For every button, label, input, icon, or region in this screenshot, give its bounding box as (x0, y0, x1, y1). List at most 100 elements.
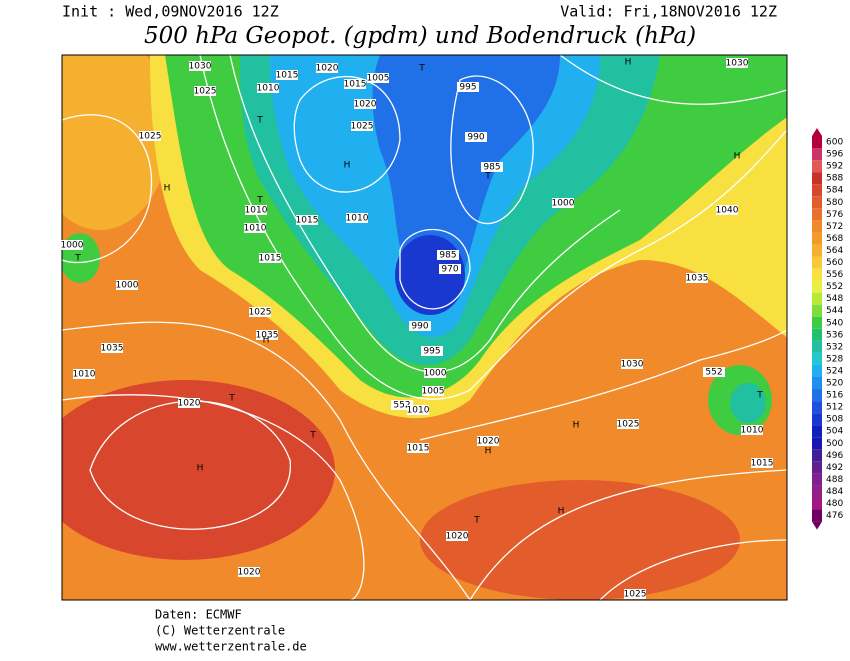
colorbar-label: 600 (826, 138, 843, 148)
pressure-center: T (309, 431, 316, 441)
colorbar-segment (812, 485, 822, 498)
label-box (624, 589, 646, 599)
label-box (367, 73, 389, 83)
isobar-label: 1015 (259, 254, 282, 264)
label-box (244, 223, 266, 233)
colorbar-label: 480 (826, 499, 843, 509)
colorbar-label: 580 (826, 198, 843, 208)
label-box (621, 359, 643, 369)
colorbar-segment (812, 172, 822, 185)
isobar-label: 1000 (116, 281, 139, 291)
label-box (354, 99, 376, 109)
isobar-label: 1015 (344, 80, 367, 90)
colorbar-segment (812, 232, 822, 245)
init-time: Init : Wed,09NOV2016 12Z (62, 3, 279, 21)
label-box (249, 307, 271, 317)
colorbar-segment (812, 268, 822, 281)
colorbar-label: 596 (826, 150, 843, 160)
isobar-label: 1025 (139, 132, 162, 142)
isobar-label: 1035 (686, 274, 709, 284)
colorbar-label: 532 (826, 342, 843, 352)
colorbar-label: 520 (826, 379, 843, 389)
colorbar-label: 552 (826, 282, 843, 292)
isobar-label: 1020 (238, 568, 261, 578)
colorbar-segment (812, 340, 822, 353)
label-box (316, 63, 338, 73)
label-box (422, 386, 444, 396)
isobar-label: 995 (423, 347, 440, 357)
label-box (439, 264, 461, 274)
colorbar-segment (812, 160, 822, 173)
pressure-center: H (573, 421, 580, 431)
colorbar-segment (812, 316, 822, 329)
footer-source: Daten: ECMWF (155, 608, 242, 622)
colorbar-segment (812, 509, 822, 522)
isobar-label: 1010 (346, 214, 369, 224)
isobar-label: 1020 (446, 532, 469, 542)
pressure-center: T (228, 394, 235, 404)
colorbar-segment (812, 328, 822, 341)
isobar-label: 1015 (407, 444, 430, 454)
colorbar-segment (812, 437, 822, 450)
colorbar-segment (812, 413, 822, 426)
label-box (477, 436, 499, 446)
label-box (139, 131, 161, 141)
colorbar-label: 488 (826, 475, 843, 485)
isobar-label: 1020 (178, 399, 201, 409)
isobar-label: 1040 (716, 206, 739, 216)
colorbar-label: 536 (826, 330, 843, 340)
isobar-label: 1030 (621, 360, 644, 370)
isobar-label: 1015 (296, 216, 319, 226)
pressure-center: T (756, 391, 763, 401)
label-box (481, 162, 503, 172)
colorbar-segment (812, 184, 822, 197)
colorbar-label: 508 (826, 415, 843, 425)
colorbar-segment (812, 497, 822, 510)
label-box (407, 405, 429, 415)
isobar-label: 1035 (256, 331, 279, 341)
label-box (189, 61, 211, 71)
label-box (296, 215, 318, 225)
colorbar-label: 516 (826, 391, 843, 401)
pressure-center: H (485, 447, 492, 457)
isobar-label: 1000 (424, 369, 447, 379)
isobar-label: 1010 (245, 206, 268, 216)
isobar-label: 990 (411, 322, 428, 332)
isobar-label: 552 (705, 368, 722, 378)
colorbar-segment (812, 401, 822, 414)
isobar-label: 1010 (73, 370, 96, 380)
isobar-label: 1020 (316, 64, 339, 74)
label-box (465, 132, 487, 142)
label-box (194, 86, 216, 96)
colorbar-label: 504 (826, 427, 843, 437)
isobar-label: 995 (459, 83, 476, 93)
colorbar-label: 476 (826, 511, 843, 521)
pressure-center: H (625, 58, 632, 68)
isobar-label: 1005 (367, 74, 390, 84)
pressure-center: H (263, 336, 270, 346)
pressure-center: H (734, 152, 741, 162)
colorbar-label: 560 (826, 258, 843, 268)
isobar-label: 990 (467, 133, 484, 143)
colorbar-label: 572 (826, 222, 843, 232)
label-box (409, 321, 431, 331)
label-box (391, 400, 413, 410)
pressure-center: H (558, 507, 565, 517)
label-box (716, 205, 738, 215)
colorbar-label: 544 (826, 306, 843, 316)
colorbar-segment (812, 352, 822, 365)
colorbar-label: 548 (826, 294, 843, 304)
colorbar-label: 592 (826, 162, 843, 172)
colorbar-label: 584 (826, 186, 843, 196)
isobar-label: 1000 (552, 199, 575, 209)
colorbar-segment (812, 304, 822, 317)
isobar-label: 1020 (354, 100, 377, 110)
label-box (741, 425, 763, 435)
colorbar-label: 500 (826, 439, 843, 449)
label-box (238, 567, 260, 577)
colorbar-segment (812, 425, 822, 438)
isobar-label: 1010 (741, 426, 764, 436)
colorbar-segment (812, 148, 822, 161)
colorbar-segment (812, 136, 822, 149)
isobar-label: 1010 (407, 406, 430, 416)
